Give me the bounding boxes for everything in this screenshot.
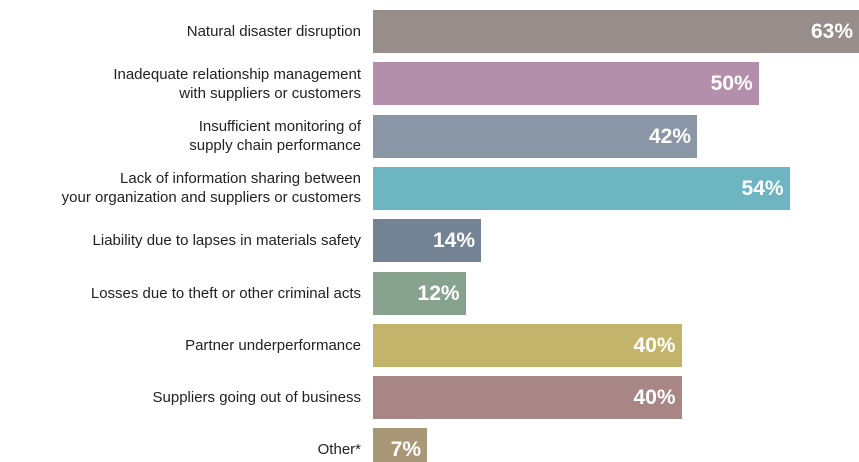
value-label: 12%: [417, 281, 460, 305]
value-label: 40%: [633, 333, 676, 357]
category-label: Natural disaster disruption: [186, 23, 361, 40]
bar: [373, 376, 682, 420]
category-label: Insufficient monitoring of supply chain …: [189, 118, 361, 155]
bar: [373, 166, 790, 210]
value-label: 14%: [432, 229, 475, 253]
value-label: 63%: [810, 20, 853, 43]
bar: [373, 114, 697, 158]
category-label: Lack of information sharing between your…: [61, 170, 361, 207]
category-label: Liability due to lapses in materials saf…: [92, 232, 361, 250]
category-label: Partner underperformance: [185, 336, 361, 354]
bar: [373, 428, 427, 462]
value-label: 7%: [390, 438, 421, 462]
value-label: 42%: [648, 124, 691, 148]
bar: [373, 219, 481, 263]
bar: [373, 62, 759, 106]
value-label: 50%: [710, 72, 753, 96]
category-label: Other*: [317, 441, 361, 459]
bar: [373, 10, 859, 53]
bar: [373, 323, 682, 367]
bar: [373, 271, 466, 315]
value-label: 40%: [633, 386, 676, 410]
category-label: Suppliers going out of business: [152, 389, 361, 407]
category-label: Inadequate relationship management with …: [113, 65, 361, 102]
category-label: Losses due to theft or other criminal ac…: [90, 284, 361, 302]
value-label: 54%: [741, 176, 784, 200]
